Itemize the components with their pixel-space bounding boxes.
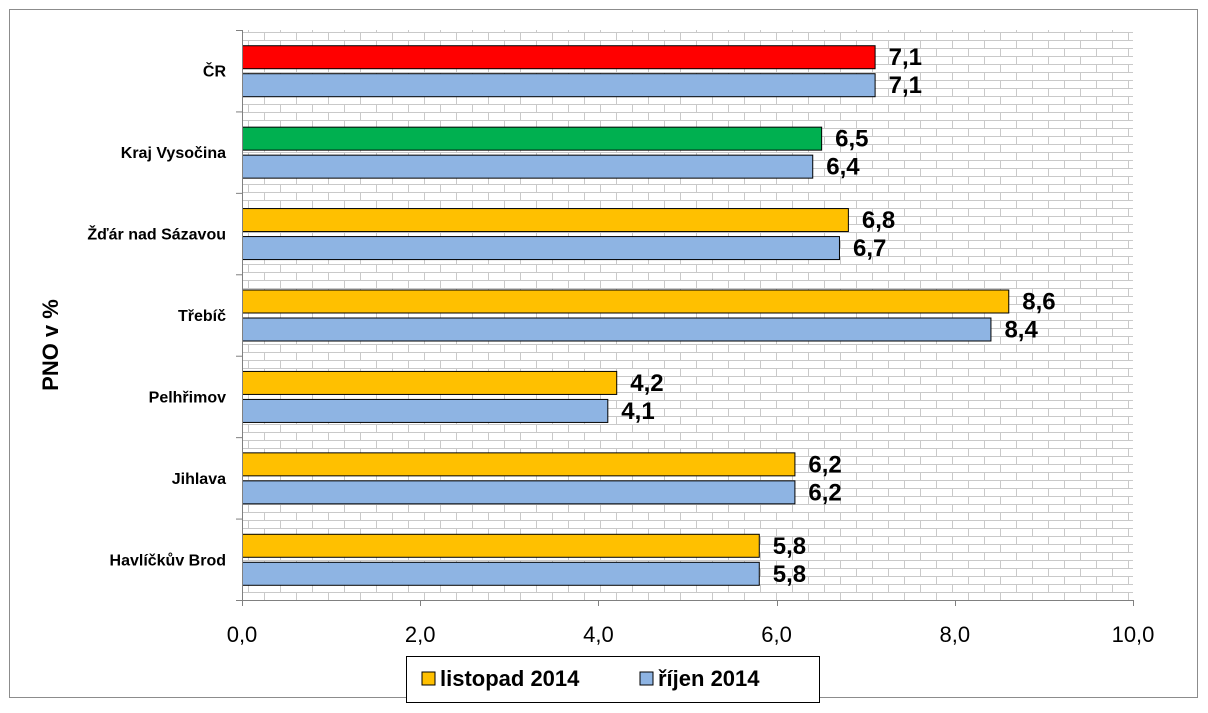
bar-listopad-0 [242, 45, 876, 70]
y-axis-title: PNO v % [38, 299, 63, 391]
bar-rijen-5 [242, 480, 796, 505]
bar-listopad-5 [242, 452, 796, 477]
bar-rijen-0 [242, 73, 876, 98]
data-label-listopad-5: 6,2 [808, 451, 841, 478]
data-label-rijen-5: 6,2 [808, 479, 841, 506]
category-label-1: Kraj Vysočina [121, 145, 226, 162]
bar-listopad-3 [242, 289, 1010, 314]
x-tick-label-4: 8,0 [940, 622, 971, 647]
legend-label-rijen: říjen 2014 [658, 666, 760, 691]
legend-swatch-listopad [421, 671, 436, 686]
data-label-rijen-2: 6,7 [853, 235, 886, 262]
x-tick-label-0: 0,0 [227, 622, 258, 647]
data-label-listopad-4: 4,2 [630, 370, 663, 397]
data-label-rijen-6: 5,8 [773, 561, 806, 588]
data-label-rijen-1: 6,4 [826, 154, 860, 181]
x-tick-label-3: 6,0 [761, 622, 792, 647]
data-label-listopad-6: 5,8 [773, 533, 806, 560]
data-label-rijen-4: 4,1 [621, 398, 654, 425]
category-label-6: Havlíčkův Brod [110, 552, 226, 569]
bar-listopad-6 [242, 533, 760, 558]
category-label-3: Třebíč [178, 308, 226, 325]
data-label-rijen-3: 8,4 [1004, 317, 1038, 344]
x-tick-label-1: 2,0 [405, 622, 436, 647]
bar-rijen-6 [242, 561, 760, 586]
category-label-5: Jihlava [172, 471, 226, 488]
data-label-rijen-0: 7,1 [889, 72, 922, 99]
x-tick-label-5: 10,0 [1112, 622, 1155, 647]
plot-area [242, 30, 1133, 600]
category-label-2: Žďár nad Sázavou [87, 225, 226, 244]
data-label-listopad-0: 7,1 [889, 44, 922, 71]
data-label-listopad-1: 6,5 [835, 126, 868, 153]
bar-listopad-1 [242, 126, 823, 151]
category-label-4: Pelhřimov [149, 389, 226, 406]
data-label-listopad-2: 6,8 [862, 207, 895, 234]
legend-label-listopad: listopad 2014 [440, 666, 580, 691]
bar-rijen-1 [242, 154, 814, 179]
bar-rijen-3 [242, 317, 992, 342]
category-label-0: ČR [203, 62, 227, 81]
data-label-listopad-3: 8,6 [1022, 289, 1055, 316]
legend-box [406, 656, 820, 703]
bar-listopad-2 [242, 208, 849, 233]
bar-rijen-4 [242, 398, 609, 423]
legend: listopad 2014 říjen 2014 [406, 656, 820, 703]
bar-rijen-2 [242, 236, 840, 261]
bar-listopad-4 [242, 370, 618, 395]
x-tick-label-2: 4,0 [583, 622, 614, 647]
legend-swatch-rijen [639, 671, 654, 686]
